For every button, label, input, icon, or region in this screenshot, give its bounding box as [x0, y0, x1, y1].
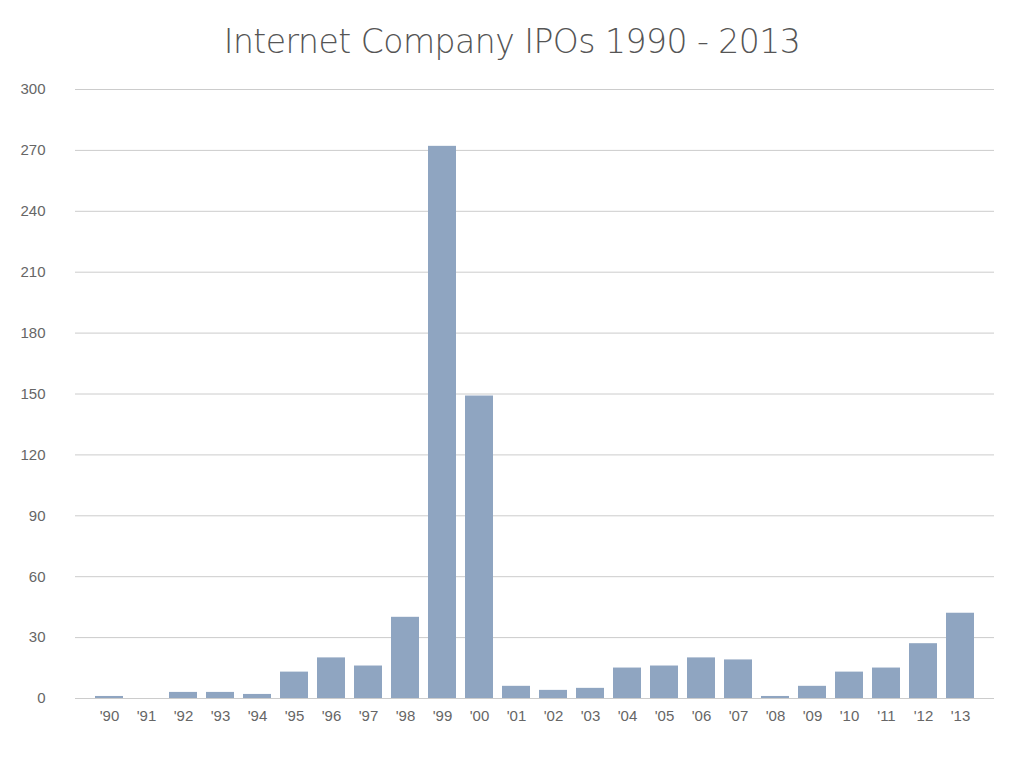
svg-text:'09: '09: [803, 707, 823, 724]
svg-text:'10: '10: [840, 707, 860, 724]
svg-text:120: 120: [20, 446, 45, 463]
svg-text:'96: '96: [322, 707, 342, 724]
svg-text:60: 60: [29, 568, 46, 585]
svg-text:240: 240: [20, 202, 45, 219]
svg-text:'93: '93: [211, 707, 231, 724]
svg-text:'90: '90: [100, 707, 120, 724]
svg-text:'01: '01: [507, 707, 527, 724]
svg-text:'94: '94: [248, 707, 268, 724]
svg-text:'11: '11: [877, 707, 895, 724]
svg-text:300: 300: [20, 80, 45, 97]
svg-text:'05: '05: [655, 707, 675, 724]
svg-text:0: 0: [37, 689, 45, 706]
svg-text:90: 90: [29, 507, 46, 524]
svg-text:'00: '00: [470, 707, 490, 724]
svg-text:'13: '13: [951, 707, 971, 724]
svg-text:'04: '04: [618, 707, 638, 724]
svg-text:'97: '97: [359, 707, 379, 724]
svg-text:'98: '98: [396, 707, 416, 724]
svg-text:'99: '99: [433, 707, 453, 724]
svg-text:270: 270: [20, 141, 45, 158]
svg-text:'91: '91: [137, 707, 157, 724]
svg-text:'02: '02: [544, 707, 564, 724]
svg-text:'95: '95: [285, 707, 305, 724]
svg-text:30: 30: [29, 628, 46, 645]
svg-text:'06: '06: [692, 707, 712, 724]
svg-text:'03: '03: [581, 707, 601, 724]
svg-text:'12: '12: [914, 707, 934, 724]
svg-text:'92: '92: [174, 707, 194, 724]
html-text:Internet Company IPOs 1990 - 2: Internet Company IPOs 1990 - 2013: [223, 22, 801, 61]
svg-text:210: 210: [20, 263, 45, 280]
svg-text:'08: '08: [766, 707, 786, 724]
svg-text:150: 150: [20, 385, 45, 402]
svg-text:180: 180: [20, 324, 45, 341]
svg-text:'07: '07: [729, 707, 749, 724]
